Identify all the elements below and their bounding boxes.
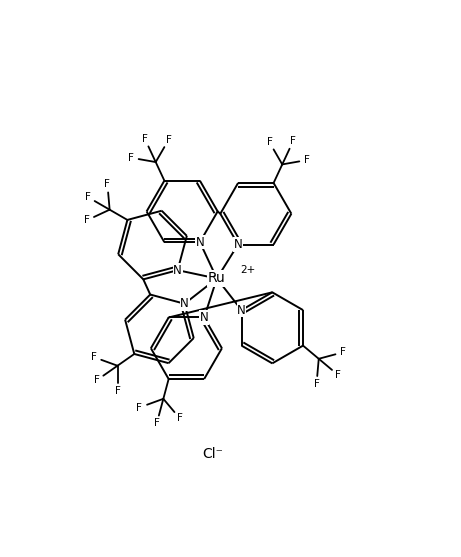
Text: N: N — [173, 263, 182, 277]
Text: F: F — [165, 135, 171, 145]
Text: N: N — [237, 304, 246, 316]
Text: N: N — [200, 311, 208, 324]
Text: 2+: 2+ — [241, 265, 256, 275]
Text: F: F — [154, 418, 160, 428]
Text: N: N — [234, 238, 242, 251]
Text: F: F — [290, 136, 296, 146]
Text: F: F — [91, 352, 96, 362]
Text: F: F — [142, 134, 148, 144]
Text: F: F — [115, 386, 120, 396]
Text: N: N — [180, 297, 189, 310]
Text: F: F — [340, 347, 346, 357]
Text: Cl⁻: Cl⁻ — [202, 447, 223, 461]
Text: F: F — [266, 138, 272, 147]
Text: F: F — [128, 153, 134, 163]
Text: F: F — [85, 192, 90, 202]
Text: F: F — [177, 413, 183, 423]
Text: F: F — [335, 370, 341, 380]
Text: F: F — [304, 155, 310, 165]
Text: N: N — [195, 236, 204, 248]
Text: F: F — [313, 379, 319, 389]
Text: F: F — [94, 375, 100, 385]
Text: F: F — [83, 216, 89, 226]
Text: F: F — [105, 179, 110, 189]
Text: Ru: Ru — [208, 271, 226, 286]
Text: F: F — [136, 403, 142, 413]
